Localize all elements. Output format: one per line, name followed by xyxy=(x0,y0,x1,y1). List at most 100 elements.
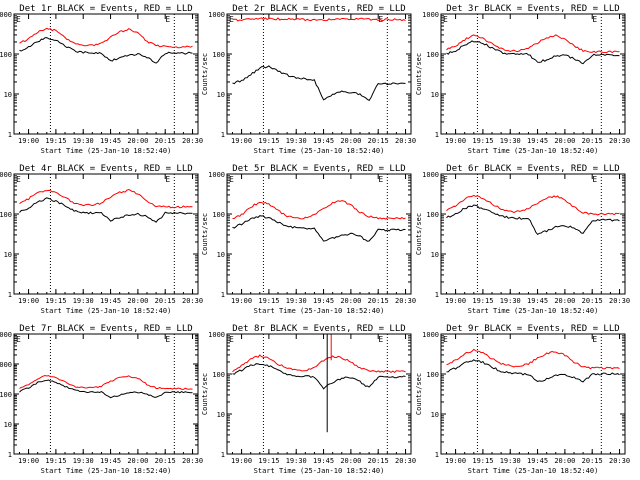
x-tick-label: 19:30 xyxy=(73,297,94,305)
series-line-events xyxy=(446,204,620,236)
panel-det-4: Det 4r BLACK = Events, RED = LLD 1 10 100 10… xyxy=(0,164,203,315)
marker-letter-e: E xyxy=(443,335,448,344)
x-tick-label: 20:30 xyxy=(182,457,203,465)
x-tick-label: 19:00 xyxy=(231,137,252,145)
marker-letter-e: E xyxy=(378,175,383,184)
x-tick-label: 20:15 xyxy=(582,137,603,145)
x-tick-label: 19:45 xyxy=(527,137,548,145)
x-tick-label: 19:45 xyxy=(313,297,334,305)
panel-title: Det 1r BLACK = Events, RED = LLD xyxy=(19,4,192,14)
x-tick-label: 20:30 xyxy=(182,137,203,145)
panel-det-7: Det 7r BLACK = Events, RED = LLD 1 10 100 10… xyxy=(0,324,203,475)
series-line-events xyxy=(232,363,406,390)
x-tick-label: 20:15 xyxy=(368,457,389,465)
y-tick-label: 1000 xyxy=(208,11,225,19)
y-tick-label: 1000 xyxy=(0,361,12,369)
panel-title: Det 9r BLACK = Events, RED = LLD xyxy=(446,324,619,334)
y-tick-label: 1 xyxy=(221,291,225,299)
y-tick-label: 1 xyxy=(435,291,439,299)
x-axis-label: Start Time (25-Jan-10 18:52:40) xyxy=(254,467,385,475)
y-axis-label: Counts/sec xyxy=(201,213,209,255)
x-tick-label: 19:00 xyxy=(445,297,466,305)
marker-letter-e: E xyxy=(16,175,21,184)
y-tick-label: 10 xyxy=(4,251,12,259)
marker-letter-e: E xyxy=(592,335,597,344)
series-line-events xyxy=(19,379,193,399)
series-line-events xyxy=(19,37,193,64)
y-tick-label: 100 xyxy=(426,51,439,59)
y-tick-label: 1 xyxy=(8,451,12,459)
plot-frame xyxy=(440,173,626,295)
x-tick-label: 19:30 xyxy=(286,137,307,145)
x-tick-label: 19:30 xyxy=(500,457,521,465)
panel-title: Det 2r BLACK = Events, RED = LLD xyxy=(232,4,405,14)
x-tick-label: 19:30 xyxy=(286,297,307,305)
x-tick-label: 19:15 xyxy=(472,297,493,305)
series-line-lld xyxy=(19,374,193,390)
series-line-lld xyxy=(232,354,406,374)
y-tick-label: 10 xyxy=(217,91,225,99)
x-tick-label: 20:00 xyxy=(340,457,361,465)
x-axis-label: Start Time (25-Jan-10 18:52:40) xyxy=(41,467,172,475)
plot-frame xyxy=(13,13,199,135)
x-tick-label: 19:00 xyxy=(231,457,252,465)
plot-frame xyxy=(13,173,199,295)
y-tick-label: 100 xyxy=(212,51,225,59)
x-tick-label: 19:45 xyxy=(100,457,121,465)
plot-frame xyxy=(13,333,199,455)
series-line-lld xyxy=(446,194,620,216)
y-tick-label: 1 xyxy=(221,451,225,459)
x-tick-label: 20:00 xyxy=(554,457,575,465)
y-tick-label: 1 xyxy=(8,131,12,139)
x-tick-label: 20:30 xyxy=(182,297,203,305)
y-tick-label: 100 xyxy=(426,211,439,219)
x-tick-label: 19:15 xyxy=(45,297,66,305)
series-line-events xyxy=(446,359,620,383)
x-tick-label: 20:15 xyxy=(155,457,176,465)
marker-letter-e: E xyxy=(443,175,448,184)
series-line-lld xyxy=(446,34,620,54)
x-tick-label: 19:45 xyxy=(100,137,121,145)
y-tick-label: 1000 xyxy=(422,171,439,179)
y-tick-label: 10 xyxy=(4,421,12,429)
x-tick-label: 20:15 xyxy=(368,297,389,305)
series-line-lld xyxy=(446,348,620,370)
y-tick-label: 100 xyxy=(212,371,225,379)
y-tick-label: 10 xyxy=(431,411,439,419)
y-tick-label: 1000 xyxy=(0,171,12,179)
series-line-events xyxy=(232,65,406,102)
y-tick-label: 100 xyxy=(0,211,12,219)
x-axis-label: Start Time (25-Jan-10 18:52:40) xyxy=(254,147,385,155)
y-axis-label: Counts/sec xyxy=(201,373,209,415)
x-tick-label: 19:00 xyxy=(18,137,39,145)
x-tick-label: 20:15 xyxy=(368,137,389,145)
x-tick-label: 19:15 xyxy=(258,457,279,465)
x-tick-label: 19:45 xyxy=(313,457,334,465)
x-tick-label: 19:15 xyxy=(258,137,279,145)
x-tick-label: 20:30 xyxy=(395,137,416,145)
plot-frame xyxy=(226,173,412,295)
x-tick-label: 20:30 xyxy=(395,297,416,305)
y-tick-label: 100 xyxy=(0,391,12,399)
x-tick-label: 20:30 xyxy=(395,457,416,465)
y-tick-label: 1000 xyxy=(208,331,225,339)
x-tick-label: 19:30 xyxy=(500,297,521,305)
marker-letter-e: E xyxy=(443,15,448,24)
series-line-lld xyxy=(19,27,193,49)
x-tick-label: 20:00 xyxy=(127,297,148,305)
plot-frame xyxy=(440,13,626,135)
marker-letter-e: E xyxy=(229,335,234,344)
x-tick-label: 20:00 xyxy=(554,137,575,145)
plot-frame xyxy=(440,333,626,455)
x-axis-label: Start Time (25-Jan-10 18:52:40) xyxy=(468,147,599,155)
x-tick-label: 19:15 xyxy=(258,297,279,305)
marker-letter-e: E xyxy=(16,335,21,344)
panel-det-5: Det 5r BLACK = Events, RED = LLD 1 10 100 10… xyxy=(201,164,416,315)
series-line-lld xyxy=(19,188,193,209)
y-axis-label: Counts/sec xyxy=(415,53,423,95)
x-tick-label: 19:00 xyxy=(18,297,39,305)
x-tick-label: 20:00 xyxy=(127,137,148,145)
y-tick-label: 1 xyxy=(435,131,439,139)
x-axis-label: Start Time (25-Jan-10 18:52:40) xyxy=(41,307,172,315)
